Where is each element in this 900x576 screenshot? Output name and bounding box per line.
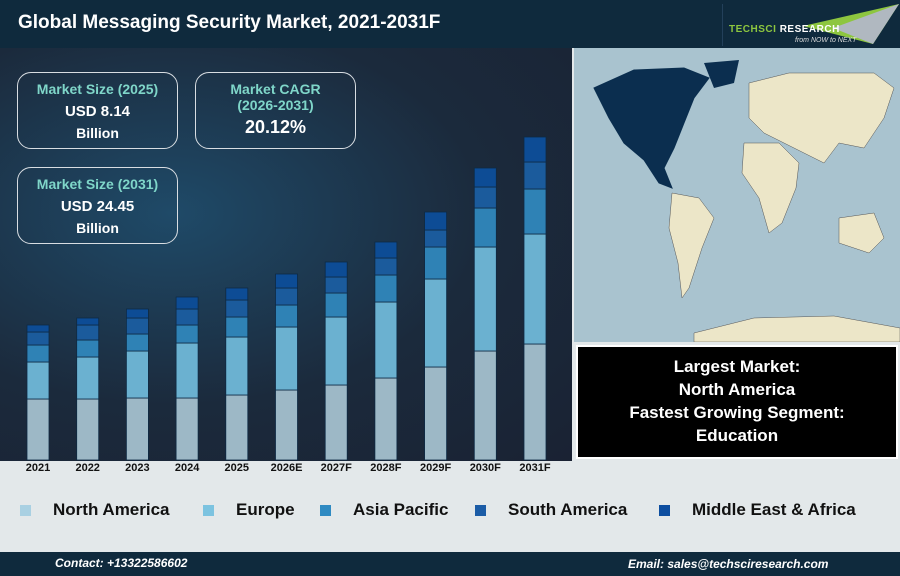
bar-segment-asia-pacific-2031F — [523, 188, 547, 235]
bar-segment-north-america-2022 — [76, 398, 100, 461]
bar-segment-middle-east-africa-2022 — [76, 317, 100, 326]
legend-item-north-america: North America — [20, 500, 170, 520]
bar-segment-south-america-2031F — [523, 161, 547, 190]
contact-phone: Contact: +13322586602 — [55, 556, 188, 570]
bar-segment-asia-pacific-2029F — [424, 246, 448, 280]
market-size-2025-card: Market Size (2025) USD 8.14 Billion — [17, 72, 178, 149]
bar-segment-middle-east-africa-2021 — [26, 324, 50, 333]
bar-segment-north-america-2025 — [225, 394, 249, 461]
bar-segment-asia-pacific-2030F — [473, 207, 497, 248]
bar-segment-europe-2030F — [473, 246, 497, 352]
x-tick-label: 2031F — [519, 462, 550, 474]
bar-segment-asia-pacific-2025 — [225, 316, 249, 338]
key-insights-box: Largest Market: North America Fastest Gr… — [576, 345, 898, 459]
bar-segment-asia-pacific-2027F — [324, 292, 348, 318]
bar-segment-middle-east-africa-2023 — [126, 308, 149, 319]
bar-segment-europe-2023 — [126, 350, 149, 399]
world-map-image — [593, 60, 900, 343]
bar-segment-south-america-2023 — [126, 317, 149, 335]
bar-segment-europe-2029F — [424, 278, 448, 368]
bar-segment-europe-2027F — [324, 316, 348, 386]
bar-segment-north-america-2029F — [424, 366, 448, 461]
bar-segment-asia-pacific-2021 — [26, 344, 50, 363]
legend-item-europe: Europe — [203, 500, 295, 520]
bar-segment-north-america-2030F — [473, 350, 497, 461]
bar-segment-asia-pacific-2026E — [275, 304, 298, 328]
footer-bar: Contact: +13322586602 Email: sales@techs… — [0, 552, 900, 576]
legend-item-asia-pacific: Asia Pacific — [320, 500, 448, 520]
x-tick-label: 2025 — [225, 462, 249, 474]
x-tick-label: 2027F — [321, 462, 352, 474]
legend-item-south-america: South America — [475, 500, 627, 520]
page-title: Global Messaging Security Market, 2021-2… — [18, 12, 441, 33]
stacked-bar-chart: 2021 2022 2023 2024 2025 2026E 2027F 2028F 2029F… — [26, 136, 551, 474]
legend-swatch — [475, 504, 486, 516]
axis-band — [0, 461, 572, 481]
legend-item-middle-east-africa: Middle East & Africa — [659, 500, 856, 520]
header-bar: Global Messaging Security Market, 2021-2… — [0, 0, 900, 48]
x-tick-label: 2022 — [75, 462, 99, 474]
bar-segment-middle-east-africa-2025 — [225, 287, 249, 301]
legend-swatch — [20, 504, 31, 516]
x-tick-label: 2024 — [175, 462, 200, 474]
legend-swatch — [320, 504, 331, 516]
legend-swatch — [203, 504, 214, 516]
x-tick-label: 2029F — [420, 462, 451, 474]
bar-segment-south-america-2022 — [76, 324, 100, 341]
bar-segment-south-america-2029F — [424, 229, 448, 248]
x-tick-label: 2021 — [26, 462, 50, 474]
bar-segment-south-america-2030F — [473, 186, 497, 209]
bar-segment-middle-east-africa-2026E — [275, 273, 298, 289]
bar-segment-south-america-2021 — [26, 331, 50, 346]
bar-segment-europe-2026E — [275, 326, 298, 391]
bar-segment-europe-2024 — [175, 342, 199, 399]
bar-segment-asia-pacific-2022 — [76, 339, 100, 358]
bar-segment-north-america-2024 — [175, 397, 199, 461]
bar-segment-north-america-2026E — [275, 389, 298, 461]
world-map — [574, 48, 900, 343]
bar-segment-north-america-2031F — [523, 343, 547, 461]
techsci-logo: TECHSCI RESEARCH from NOW to NEXT — [722, 4, 899, 46]
chart-legend: North America Europe Asia Pacific South … — [0, 500, 900, 524]
bar-segment-south-america-2028F — [374, 257, 398, 276]
bar-segment-south-america-2026E — [275, 287, 298, 306]
bar-segment-asia-pacific-2024 — [175, 324, 199, 344]
bar-segment-europe-2028F — [374, 301, 398, 379]
bar-segment-europe-2022 — [76, 356, 100, 400]
bar-segment-europe-2021 — [26, 361, 50, 400]
x-tick-label: 2023 — [125, 462, 149, 474]
bar-segment-south-america-2027F — [324, 276, 348, 294]
bar-segment-south-america-2025 — [225, 299, 249, 318]
legend-swatch — [659, 504, 670, 516]
bar-segment-middle-east-africa-2030F — [473, 167, 497, 188]
bar-segment-asia-pacific-2023 — [126, 333, 149, 352]
x-tick-label: 2030F — [470, 462, 501, 474]
bar-segment-north-america-2028F — [374, 377, 398, 461]
bar-segment-north-america-2027F — [324, 384, 348, 461]
bar-segment-middle-east-africa-2031F — [523, 136, 547, 163]
bar-segment-middle-east-africa-2024 — [175, 296, 199, 310]
x-tick-label: 2026E — [271, 462, 303, 474]
contact-email: Email: sales@techsciresearch.com — [628, 557, 829, 571]
market-size-2031-card: Market Size (2031) USD 24.45 Billion — [17, 167, 178, 244]
bar-segment-europe-2031F — [523, 233, 547, 345]
bar-segment-asia-pacific-2028F — [374, 274, 398, 303]
x-tick-label: 2028F — [370, 462, 401, 474]
bar-segment-middle-east-africa-2027F — [324, 261, 348, 278]
bar-segment-north-america-2021 — [26, 398, 50, 461]
logo-swoosh-icon — [803, 4, 899, 44]
bar-segment-europe-2025 — [225, 336, 249, 396]
bar-segment-middle-east-africa-2028F — [374, 241, 398, 259]
bar-segment-north-america-2023 — [126, 397, 149, 461]
bar-segment-south-america-2024 — [175, 308, 199, 326]
bar-segment-middle-east-africa-2029F — [424, 211, 448, 231]
market-cagr-card: Market CAGR (2026-2031) 20.12% — [195, 72, 356, 149]
